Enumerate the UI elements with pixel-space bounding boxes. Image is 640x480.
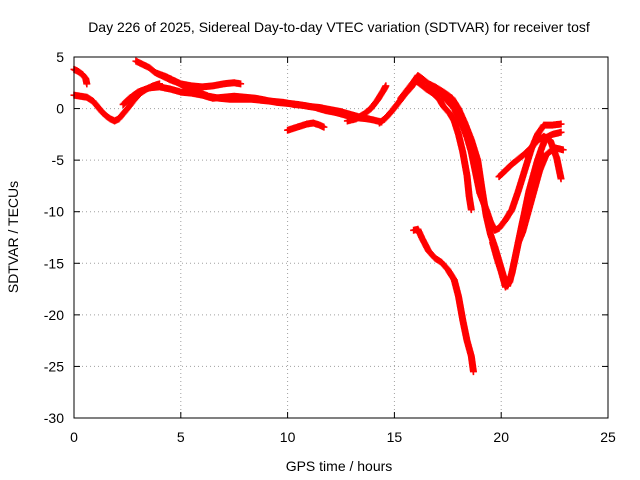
x-tick-label: 0 (70, 429, 78, 445)
x-tick-label: 25 (600, 429, 616, 445)
series-markers (284, 119, 328, 134)
series-markers (343, 82, 390, 125)
y-tick-label: 5 (56, 49, 64, 65)
plot-frame (73, 56, 609, 419)
series-markers (153, 70, 373, 123)
y-tick-label: 0 (56, 101, 64, 117)
series-markers (495, 132, 565, 183)
y-tick-label: -15 (44, 255, 64, 271)
y-axis-label: SDTVAR / TECUs (5, 181, 21, 293)
y-tick-label: -10 (44, 204, 64, 220)
y-tick-label: -25 (44, 358, 64, 374)
y-tick-label: -5 (52, 152, 65, 168)
data-series (514, 152, 548, 247)
x-tick-label: 10 (280, 429, 296, 445)
data-series (495, 132, 565, 183)
x-axis-label: GPS time / hours (286, 458, 393, 474)
x-tick-label: 20 (493, 429, 509, 445)
data-series (410, 225, 477, 376)
data-series (153, 70, 373, 123)
x-tick-label: 5 (177, 429, 185, 445)
series-markers (514, 152, 548, 247)
x-tick-label: 15 (387, 429, 403, 445)
tick-layer: 0 5 10 15 20 25 5 0 -5 -10 -15 -20 -25 -30 (44, 49, 616, 445)
data-series (284, 119, 328, 134)
y-tick-label: -20 (44, 307, 64, 323)
y-tick-label: -30 (44, 410, 64, 426)
chart-title: Day 226 of 2025, Sidereal Day-to-day VTE… (88, 19, 590, 35)
data-series (343, 82, 390, 125)
series-markers (410, 225, 477, 376)
